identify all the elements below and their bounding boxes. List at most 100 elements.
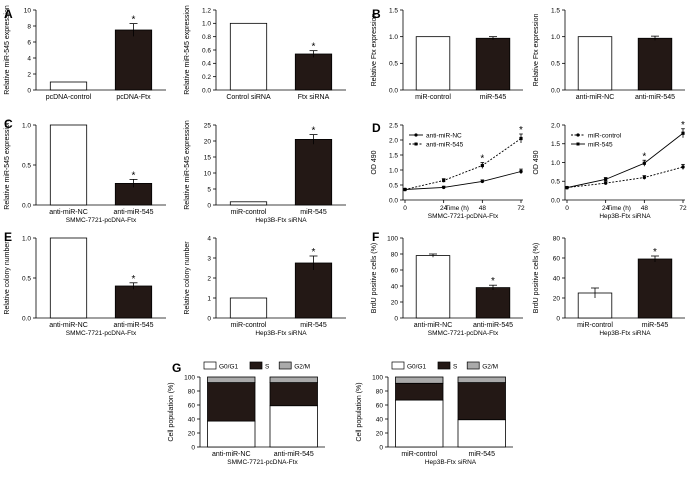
category-label: miR-control [415, 94, 451, 101]
panel-letter: G [172, 361, 181, 375]
legend-label: anti-miR-NC [426, 132, 462, 139]
category-label: anti-miR-NC [414, 322, 453, 329]
legend-label: miR-control [588, 132, 622, 139]
y-tick-label: 0.5 [22, 162, 31, 169]
y-axis-label: Relative colony number [184, 241, 191, 315]
chart-E1: 0.0 0.5 1.0 Relative colony number anti-miR-… [4, 235, 166, 337]
bar [294, 53, 333, 91]
legend-label: G0/G1 [407, 363, 427, 370]
chart-F1: 0 20 40 60 80 100 BrdU positive cells (%) anti-… [371, 235, 523, 337]
subtitle: Hep3B-Ftx siRNA [255, 330, 307, 337]
category-label: anti-miR-545 [473, 322, 513, 329]
y-axis-label: BrdU positive cells (%) [371, 243, 378, 313]
y-tick-label: 25 [204, 122, 212, 129]
subtitle: SMMC-7721-pcDNA-Ftx [66, 330, 137, 337]
data-point [565, 186, 569, 190]
y-tick-label: 1 [207, 295, 211, 302]
y-tick-label: 1.0 [202, 21, 211, 28]
legend-swatch [437, 361, 451, 370]
y-tick-label: 1.0 [22, 122, 31, 129]
legend-marker [576, 142, 580, 146]
y-tick-label: 100 [387, 235, 398, 242]
stacked-segment [207, 420, 256, 448]
y-tick-label: 40 [391, 283, 399, 290]
bar [475, 37, 511, 91]
category-label: Ftx siRNA [298, 94, 330, 101]
stacked-segment [395, 376, 444, 384]
legend-swatch [203, 361, 217, 370]
x-tick-label: 72 [517, 205, 525, 212]
significance-star: * [132, 274, 136, 285]
panel-letter: A [4, 7, 13, 21]
bar [229, 201, 268, 206]
y-tick-label: 60 [188, 402, 196, 409]
panel-letter: C [4, 117, 13, 131]
stacked-segment [457, 419, 506, 448]
subtitle: SMMC-7721-pcDNA-Ftx [428, 330, 499, 337]
x-tick-label: 24 [440, 205, 448, 212]
legend-marker [414, 142, 418, 146]
category-label: anti-miR-545 [274, 451, 314, 458]
data-point [441, 185, 446, 190]
y-tick-label: 0.5 [389, 61, 398, 68]
category-label: miR-control [401, 451, 437, 458]
y-tick-label: 0.5 [22, 275, 31, 282]
y-axis-label: Relative miR-545 expression [4, 5, 11, 95]
bar [577, 36, 613, 91]
data-point [681, 131, 685, 135]
data-point [642, 175, 647, 180]
y-tick-label: 1.2 [202, 7, 211, 14]
y-tick-label: 80 [376, 388, 384, 395]
stacked-segment [269, 405, 318, 448]
y-axis-label: Relative miR-545 expression [184, 5, 191, 95]
category-label: anti-miR-545 [113, 322, 153, 329]
significance-star: * [312, 247, 316, 258]
legend-swatch [249, 361, 263, 370]
subtitle: SMMC-7721-pcDNA-Ftx [66, 217, 137, 224]
y-tick-label: 0.0 [551, 87, 560, 94]
significance-star: * [653, 247, 657, 258]
y-tick-label: 0.5 [551, 179, 560, 186]
legend-label: G0/G1 [219, 363, 239, 370]
y-tick-label: 0 [27, 87, 31, 94]
y-tick-label: 4 [27, 55, 31, 62]
data-point [519, 169, 523, 174]
legend-swatch [466, 361, 480, 370]
y-tick-label: 0.5 [389, 182, 398, 189]
subtitle: Hep3B-Ftx siRNA [599, 330, 651, 337]
significance-star: * [132, 170, 136, 181]
chart-G2: 0 20 40 60 80 100 Cell population (%) miR-contr… [356, 361, 513, 466]
data-point [642, 161, 646, 165]
x-tick-label: 48 [479, 205, 487, 212]
stacked-segment [207, 376, 256, 383]
panel-letter: D [372, 121, 381, 135]
y-axis-label: Relative miR-545 expression [184, 120, 191, 210]
significance-star: * [480, 154, 484, 165]
y-tick-label: 0.0 [389, 197, 398, 204]
stacked-segment [207, 382, 256, 422]
panel-letter: F [372, 230, 379, 244]
y-axis-label: BrdU positive cells (%) [533, 243, 540, 313]
significance-star: * [642, 151, 646, 162]
y-axis-label: Cell population (%) [356, 382, 363, 441]
series-line [566, 166, 684, 189]
x-tick-label: 0 [565, 205, 569, 212]
y-tick-label: 1.0 [551, 34, 560, 41]
bar [114, 29, 153, 91]
y-axis-label: OD 490 [371, 150, 378, 174]
legend-label: S [265, 363, 270, 370]
y-tick-label: 1.5 [551, 141, 560, 148]
y-tick-label: 1.0 [551, 160, 560, 167]
y-tick-label: 0.0 [389, 87, 398, 94]
y-tick-label: 6 [27, 39, 31, 46]
category-label: miR-545 [300, 322, 327, 329]
y-tick-label: 2 [207, 275, 211, 282]
y-axis-label: OD 490 [533, 150, 540, 174]
chart-F2: 0 20 40 60 80 BrdU positive cells (%) miR-cont… [533, 235, 685, 337]
y-tick-label: 2 [27, 71, 31, 78]
data-point [442, 178, 446, 183]
x-tick-label: 48 [641, 205, 649, 212]
y-tick-label: 80 [553, 235, 561, 242]
category-label: anti-miR-NC [576, 94, 615, 101]
